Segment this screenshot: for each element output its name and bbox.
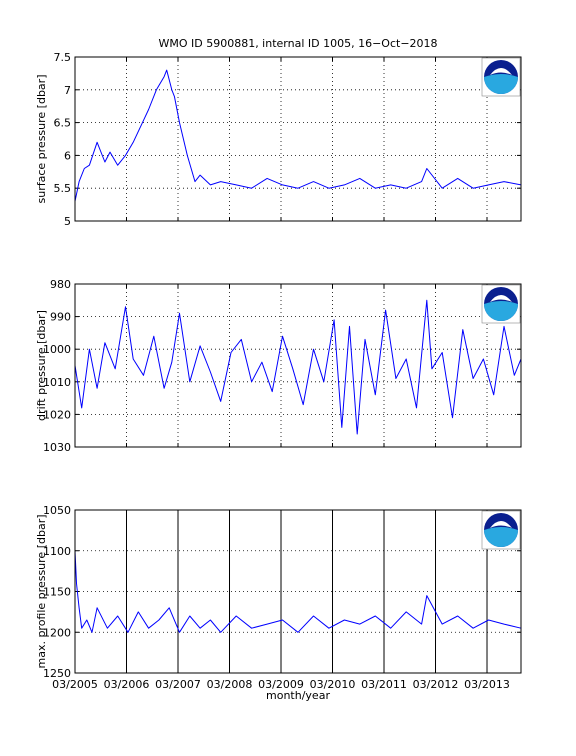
y-tick-label: 1050: [43, 504, 71, 517]
x-tick-label: 03/2012: [413, 678, 459, 691]
x-axis-label: month/year: [266, 689, 330, 702]
y-tick-label: 5: [64, 215, 71, 228]
figure-title: WMO ID 5900881, internal ID 1005, 16−Oct…: [158, 37, 437, 50]
plot-area: [75, 57, 521, 221]
y-tick-label: 1250: [43, 667, 71, 680]
logo-bird: [490, 68, 512, 75]
noaa-logo: [481, 284, 521, 324]
x-tick-label: 03/2008: [207, 678, 253, 691]
data-series-line: [74, 550, 522, 633]
x-tick-label: 03/2006: [104, 678, 150, 691]
y-tick-label: 1030: [43, 441, 71, 454]
y-tick-label: 1100: [43, 545, 71, 558]
x-tick-label: 03/2007: [155, 678, 201, 691]
logo-wave: [484, 301, 518, 321]
x-tick-label: 03/2013: [464, 678, 510, 691]
noaa-logo: [481, 510, 521, 550]
y-axis-label: drift pressure [dbar]: [35, 310, 48, 421]
y-tick-label: 6: [64, 149, 71, 162]
y-tick-label: 6.5: [54, 117, 72, 130]
data-series-line: [74, 69, 522, 202]
chart-panel-1: 5 5.5 6 6.5 7 7.5 surface pressure [dbar]: [35, 51, 522, 228]
axes-box: [74, 509, 522, 674]
plot-area: [75, 510, 521, 673]
y-tick-label: 1010: [43, 376, 71, 389]
x-tick-label: 03/2009: [258, 678, 304, 691]
chart-panel-2: 980 990 1000 1010 1020 1030 drift pressure [db…: [35, 278, 522, 454]
y-tick-label: 7: [64, 84, 71, 97]
y-tick-label: 1200: [43, 626, 71, 639]
y-tick-label: 980: [50, 278, 71, 291]
x-tick-label: 03/2011: [361, 678, 407, 691]
plot-area: [75, 284, 521, 447]
y-tick-label: 1020: [43, 408, 71, 421]
y-axis-label: surface pressure [dbar]: [35, 75, 48, 204]
axes-box: [74, 56, 522, 222]
logo-bird: [490, 295, 512, 302]
y-axis-label: max. profile pressure [dbar]: [35, 514, 48, 668]
y-tick-label: 7.5: [54, 51, 72, 64]
logo-bird: [490, 521, 512, 528]
y-tick-label: 1150: [43, 586, 71, 599]
x-tick-label: 03/2005: [52, 678, 98, 691]
data-series-line: [74, 299, 522, 435]
x-tick-label: 03/2010: [310, 678, 356, 691]
axes-box: [74, 283, 522, 448]
y-tick-label: 5.5: [54, 182, 72, 195]
y-tick-label: 1000: [43, 343, 71, 356]
y-tick-label: 990: [50, 311, 71, 324]
noaa-logo: [481, 57, 521, 97]
logo-wave: [484, 527, 518, 547]
logo-wave: [484, 74, 518, 94]
